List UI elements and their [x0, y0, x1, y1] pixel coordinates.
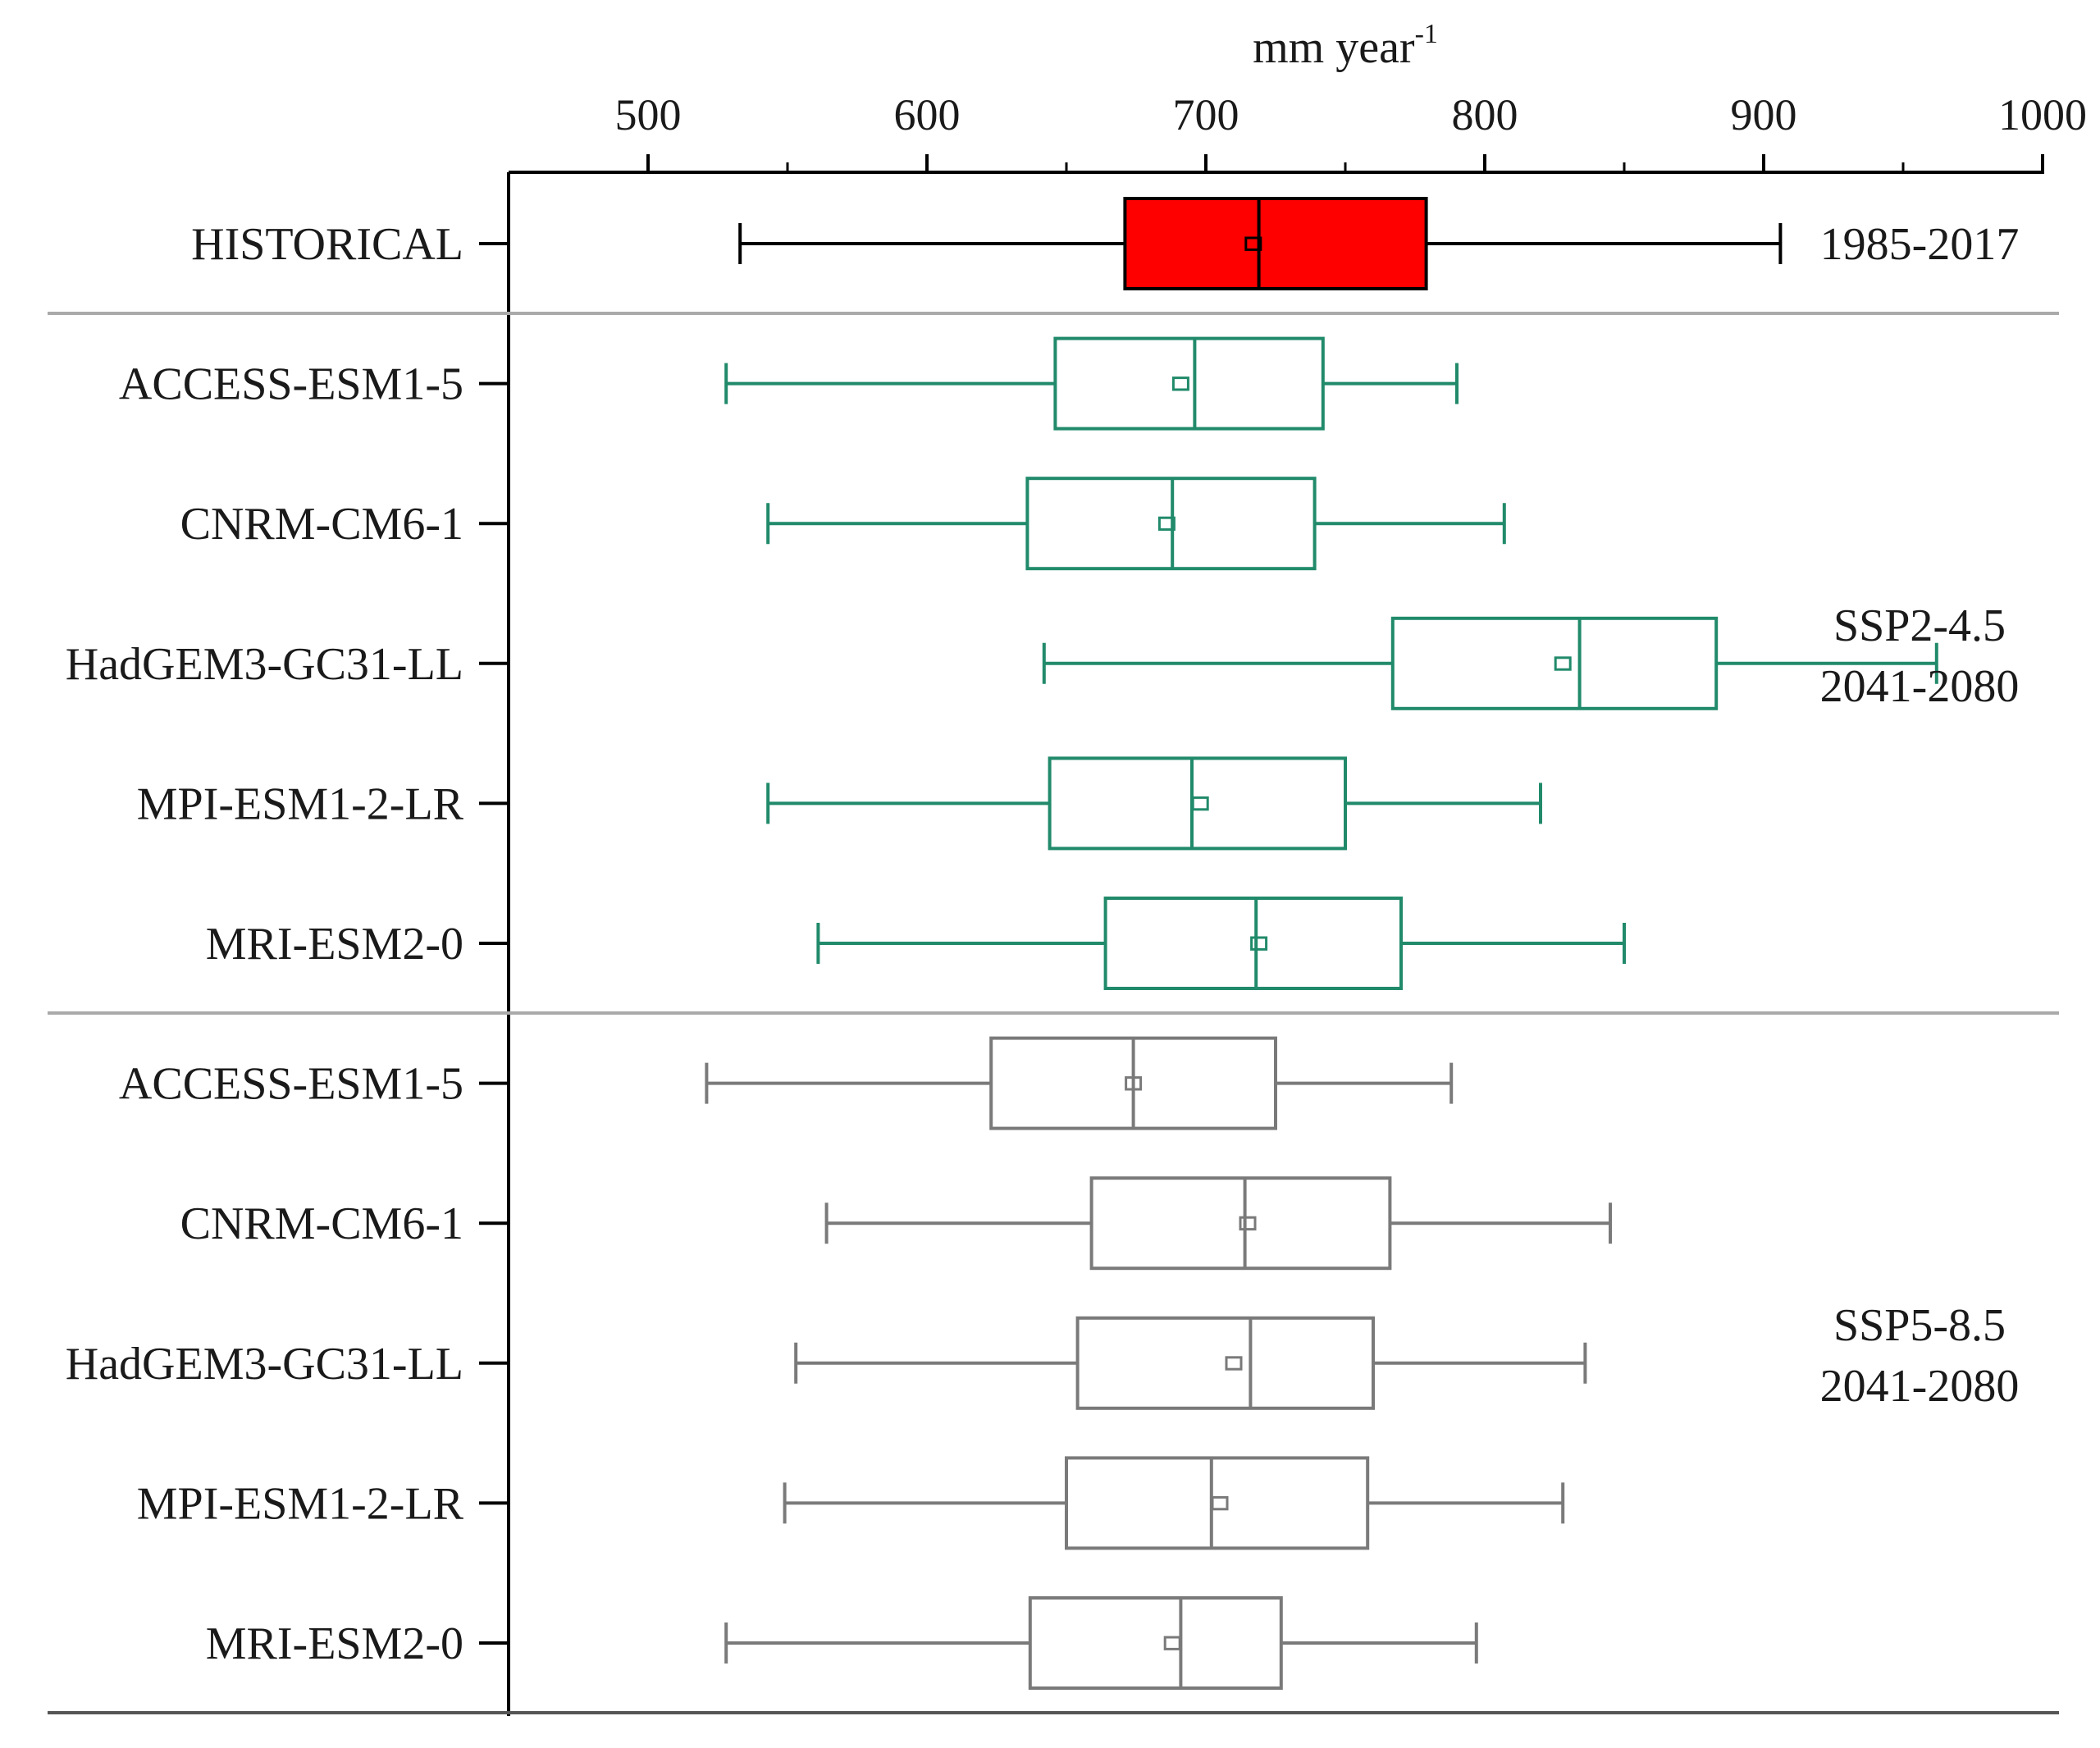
axis-title: mm year-1 — [1253, 19, 1438, 73]
group-label: 1985-2017 — [1820, 219, 2020, 270]
x-tick-label: 900 — [1731, 90, 1797, 139]
box-iqr — [1028, 1596, 1283, 1690]
group-separators — [48, 312, 2059, 1714]
box-series — [705, 197, 1938, 1690]
x-tick-label: 1000 — [1998, 90, 2087, 139]
x-tick-label: 600 — [894, 90, 961, 139]
axis-title-superscript: -1 — [1415, 19, 1438, 49]
box-item — [738, 197, 1783, 290]
mean-marker — [1250, 936, 1268, 951]
x-tick-label: 800 — [1452, 90, 1518, 139]
box-item — [824, 1176, 1612, 1271]
category-label: CNRM-CM6-1 — [180, 1198, 463, 1249]
box-item — [783, 1456, 1565, 1550]
box-item — [705, 1036, 1454, 1130]
box-iqr — [1103, 897, 1403, 990]
axis-title-text: mm year — [1253, 22, 1415, 73]
category-label: MRI-ESM2-0 — [206, 919, 463, 970]
mean-marker — [1171, 377, 1189, 391]
mean-marker — [1211, 1495, 1229, 1511]
mean-marker — [1157, 516, 1176, 532]
mean-marker — [1554, 656, 1572, 671]
mean-marker — [1244, 236, 1262, 251]
group-label: 2041-2080 — [1820, 661, 2020, 712]
category-label: MRI-ESM2-0 — [206, 1618, 463, 1669]
box-item — [816, 897, 1626, 990]
box-item — [724, 336, 1459, 431]
mean-marker — [1191, 796, 1209, 811]
group-label: 2041-2080 — [1820, 1361, 2020, 1412]
group-label: SSP2-4.5 — [1833, 600, 2006, 651]
mean-marker — [1125, 1076, 1143, 1091]
category-label: ACCESS-ESM1-5 — [119, 1059, 463, 1110]
category-label: ACCESS-ESM1-5 — [119, 359, 463, 410]
category-label: MPI-ESM1-2-LR — [137, 778, 464, 829]
category-label: CNRM-CM6-1 — [180, 499, 463, 550]
mean-marker — [1239, 1216, 1257, 1231]
category-label: HISTORICAL — [191, 219, 463, 270]
box-iqr — [1048, 756, 1347, 851]
mean-marker — [1225, 1356, 1243, 1371]
box-iqr — [1065, 1456, 1370, 1550]
category-label: HadGEM3-GC31-LL — [66, 1339, 463, 1390]
mean-marker — [1163, 1636, 1181, 1650]
x-tick-label: 500 — [615, 90, 682, 139]
box-iqr — [1123, 197, 1428, 290]
category-labels: HISTORICAL ACCESS-ESM1-5 CNRM-CM6-1 HadGEM3… — [66, 219, 509, 1669]
group-labels: 1985-2017 SSP2-4.5 2041-2080 SSP5-8.5 2041-2… — [1820, 219, 2020, 1412]
category-label: HadGEM3-GC31-LL — [66, 639, 463, 690]
box-item — [1042, 616, 1938, 710]
box-item — [794, 1316, 1587, 1410]
box-item — [724, 1596, 1478, 1690]
category-label: MPI-ESM1-2-LR — [137, 1478, 464, 1529]
box-item — [766, 756, 1542, 851]
x-tick-label: 700 — [1173, 90, 1239, 139]
group-label: SSP5-8.5 — [1833, 1300, 2006, 1351]
box-item — [766, 477, 1506, 571]
